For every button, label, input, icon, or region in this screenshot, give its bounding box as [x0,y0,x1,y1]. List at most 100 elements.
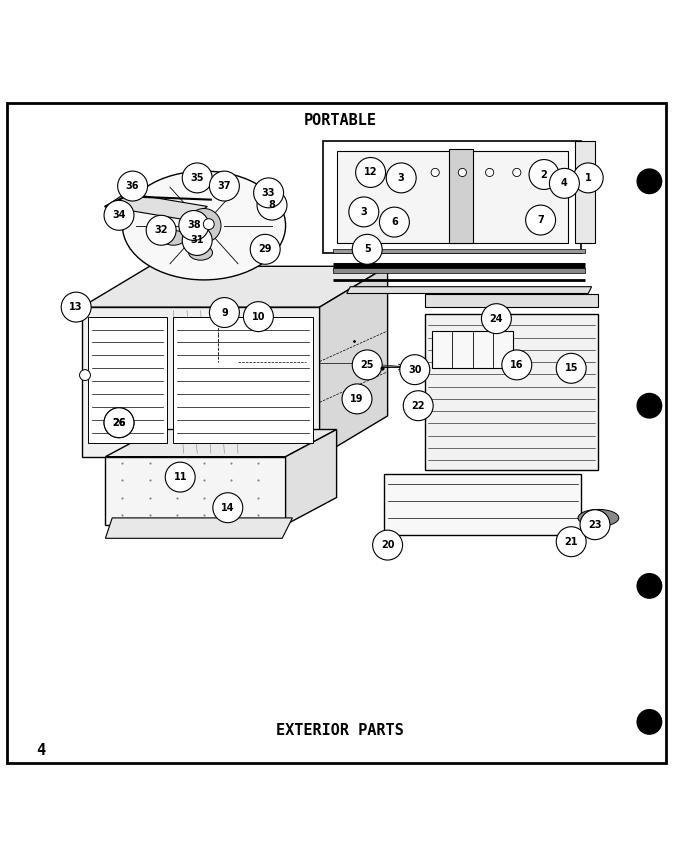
Text: 20: 20 [381,540,394,550]
Text: 31: 31 [190,235,204,246]
Polygon shape [347,287,592,294]
Text: 11: 11 [173,472,187,482]
Text: 9: 9 [221,308,228,318]
Circle shape [375,167,383,175]
Circle shape [502,350,532,380]
Circle shape [486,168,494,177]
Polygon shape [337,150,568,242]
Circle shape [481,304,511,333]
Circle shape [104,200,134,230]
Text: 32: 32 [154,225,168,235]
Text: 36: 36 [126,181,139,191]
Circle shape [529,160,559,190]
Circle shape [458,168,466,177]
Ellipse shape [162,230,185,245]
Circle shape [556,527,586,557]
Text: 33: 33 [262,188,275,198]
Polygon shape [105,193,207,220]
Text: 19: 19 [350,394,364,404]
Circle shape [431,168,439,177]
Circle shape [209,171,239,201]
Text: 6: 6 [391,217,398,227]
Circle shape [342,384,372,414]
Polygon shape [173,317,313,443]
Circle shape [403,391,433,421]
Polygon shape [82,266,388,308]
Polygon shape [323,141,581,253]
Circle shape [250,235,280,265]
Circle shape [352,350,382,380]
Circle shape [377,168,385,177]
Text: 7: 7 [537,215,544,225]
Circle shape [379,207,409,237]
Polygon shape [286,430,337,525]
Text: 12: 12 [364,168,377,178]
Bar [333,248,585,253]
Circle shape [187,209,221,242]
Polygon shape [449,149,473,242]
Circle shape [400,355,430,385]
Text: 26: 26 [112,417,126,428]
Circle shape [80,369,90,381]
Text: 8: 8 [269,200,275,210]
Text: 10: 10 [252,312,265,321]
Text: 16: 16 [510,360,524,370]
Circle shape [254,178,284,208]
Polygon shape [425,294,598,308]
Ellipse shape [578,509,619,527]
Text: 4: 4 [36,743,46,758]
Polygon shape [88,317,167,443]
Text: 5: 5 [364,244,371,254]
Text: 13: 13 [69,302,83,312]
Text: 23: 23 [588,520,602,530]
Polygon shape [105,430,337,457]
Ellipse shape [188,245,212,260]
Circle shape [209,297,239,327]
Circle shape [213,493,243,522]
Circle shape [179,210,209,241]
Text: 25: 25 [360,360,374,370]
Circle shape [549,168,579,198]
Ellipse shape [122,171,286,280]
Circle shape [61,292,91,322]
Circle shape [637,169,662,193]
Circle shape [513,168,521,177]
Circle shape [637,574,662,598]
Text: 30: 30 [408,365,422,375]
Text: 14: 14 [221,503,235,513]
Circle shape [182,226,212,255]
Text: 21: 21 [564,537,578,546]
Polygon shape [105,457,286,525]
Circle shape [104,408,134,437]
Text: 3: 3 [398,173,405,183]
Text: 2: 2 [541,169,547,180]
Circle shape [637,393,662,418]
Circle shape [203,219,214,229]
Circle shape [352,235,382,265]
Circle shape [373,530,403,560]
Polygon shape [320,266,388,457]
Circle shape [146,216,176,245]
Circle shape [556,353,586,383]
Circle shape [104,408,134,437]
Circle shape [257,190,287,220]
Text: 38: 38 [187,221,201,230]
Polygon shape [105,518,292,539]
Text: 1: 1 [585,173,592,183]
Circle shape [356,157,386,187]
Text: 37: 37 [218,181,231,191]
Text: 34: 34 [112,210,126,220]
Polygon shape [384,473,581,535]
Circle shape [386,163,416,193]
Text: 15: 15 [564,363,578,374]
Circle shape [243,302,273,332]
Text: 22: 22 [411,400,425,411]
Circle shape [573,163,603,193]
Polygon shape [575,141,595,242]
Circle shape [182,163,212,193]
Circle shape [637,710,662,734]
Circle shape [118,171,148,201]
Polygon shape [432,331,513,369]
Circle shape [404,168,412,177]
Text: 4: 4 [561,179,568,188]
